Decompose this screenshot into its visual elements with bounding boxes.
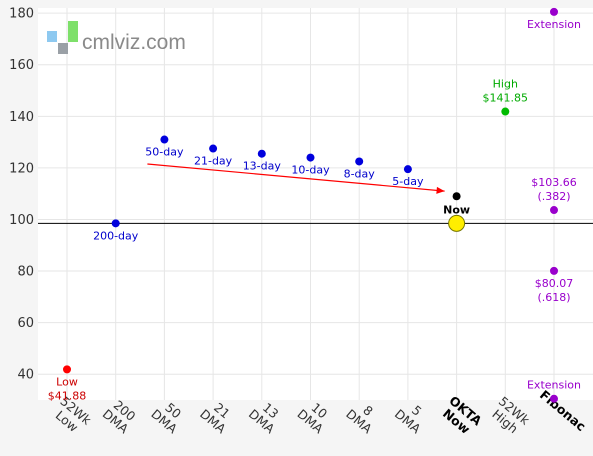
high-52wk-label: $141.85 bbox=[483, 92, 529, 105]
dma-8-point bbox=[355, 157, 364, 166]
fib-618-label: (.618) bbox=[537, 291, 570, 304]
fib-382-label: $103.66 bbox=[531, 176, 577, 189]
y-tick-label: 40 bbox=[17, 368, 34, 383]
fib-618-point bbox=[550, 266, 558, 275]
data-points bbox=[63, 7, 558, 403]
fib-extension-top-label: Extension bbox=[527, 18, 581, 31]
now-price-point bbox=[448, 214, 466, 232]
brand-text: cmlviz.com bbox=[82, 31, 186, 54]
dma-5-point bbox=[403, 165, 412, 174]
grid bbox=[38, 8, 593, 400]
trend-arrow bbox=[147, 163, 445, 194]
low-52wk-point bbox=[63, 365, 71, 374]
now-marker-label: Now bbox=[443, 203, 470, 216]
fib-382-label: (.382) bbox=[537, 190, 570, 203]
arrow-head bbox=[436, 186, 445, 194]
low-52wk-label: Low bbox=[56, 375, 78, 388]
y-axis-ticks: 40 60 80 100 120 140 160 180 bbox=[9, 7, 34, 383]
fib-382-point bbox=[550, 206, 558, 215]
y-tick-label: 180 bbox=[9, 7, 34, 22]
dma-200-label: 200-day bbox=[93, 229, 139, 242]
dma-8-label: 8-day bbox=[344, 167, 376, 180]
y-tick-label: 80 bbox=[17, 265, 34, 280]
fib-extension-bottom-point bbox=[550, 394, 558, 403]
high-52wk-label: High bbox=[493, 78, 518, 91]
dma-21-point bbox=[209, 144, 218, 153]
y-tick-label: 120 bbox=[9, 161, 34, 176]
dma-13-point bbox=[257, 149, 266, 158]
now-marker-point bbox=[452, 192, 461, 201]
dma-21-label: 21-day bbox=[194, 155, 233, 168]
fib-extension-bottom-label: Extension bbox=[527, 379, 581, 392]
logo-square-blue bbox=[47, 31, 57, 42]
dma-10-label: 10-day bbox=[291, 164, 330, 177]
brand-logo: cmlviz.com bbox=[47, 21, 186, 54]
dma-5-label: 5-day bbox=[392, 175, 424, 188]
logo-square-green bbox=[68, 21, 78, 42]
high-52wk-point bbox=[501, 107, 510, 116]
arrow-shaft bbox=[147, 163, 445, 192]
y-tick-label: 140 bbox=[9, 110, 34, 125]
y-tick-label: 60 bbox=[17, 316, 34, 331]
y-tick-label: 100 bbox=[9, 213, 34, 228]
fib-extension-top-point bbox=[550, 7, 558, 16]
dma-200-point bbox=[111, 219, 120, 228]
logo-square-gray bbox=[58, 43, 68, 54]
dma-10-point bbox=[306, 153, 315, 162]
dma-50-label: 50-day bbox=[145, 146, 184, 159]
dma-13-label: 13-day bbox=[243, 160, 282, 173]
low-52wk-label: $41.88 bbox=[48, 389, 87, 402]
fib-618-label: $80.07 bbox=[535, 277, 574, 290]
y-tick-label: 160 bbox=[9, 58, 34, 73]
dma-50-point bbox=[160, 135, 169, 144]
plot-background bbox=[38, 8, 593, 400]
point-labels: Low$41.88 200-day 50-day 21-day 13-day 10-day… bbox=[48, 18, 581, 402]
